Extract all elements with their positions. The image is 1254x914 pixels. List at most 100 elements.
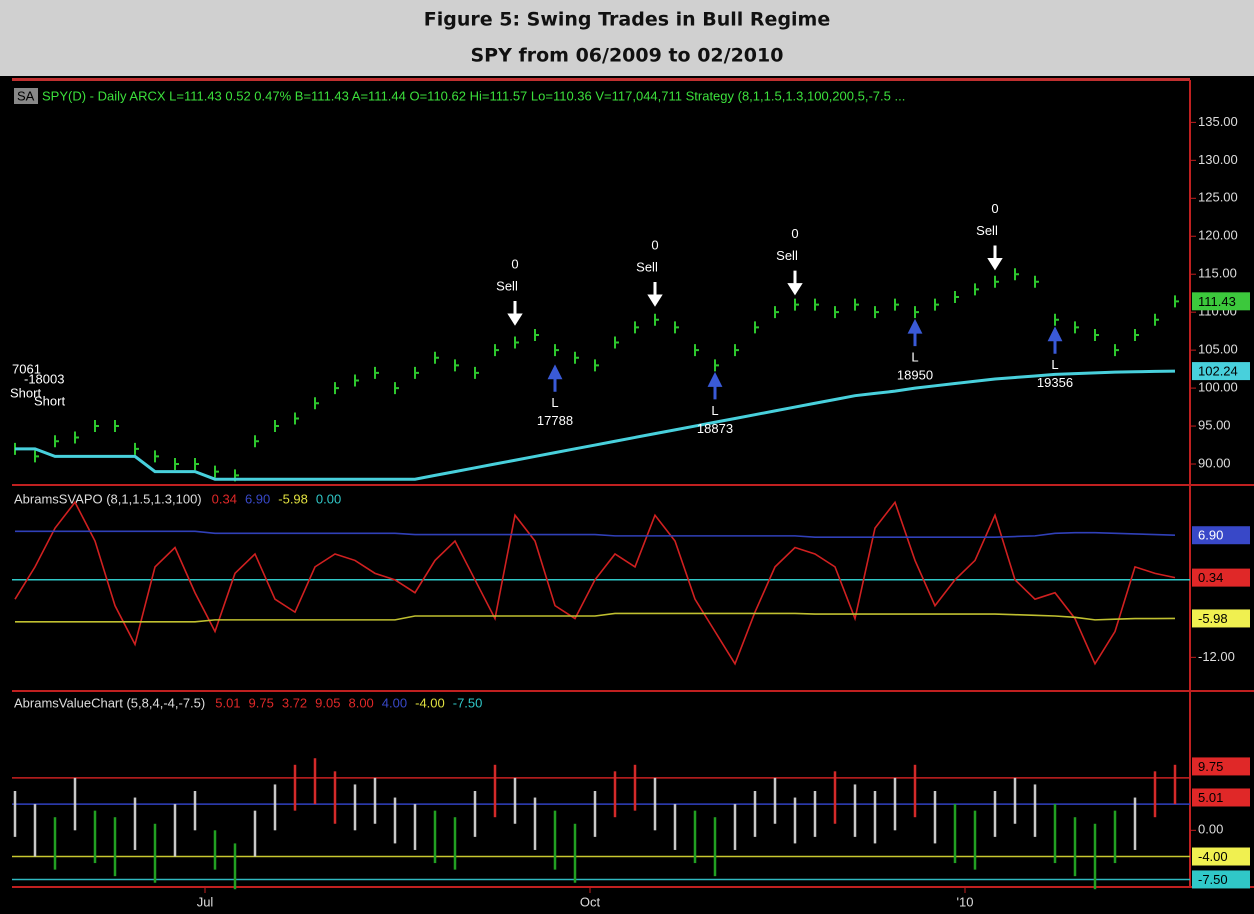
price-bar (1034, 275, 1039, 288)
entry-id: 19356 (1037, 375, 1073, 390)
value-box (1192, 788, 1250, 807)
y-tick-label: -12.00 (1198, 649, 1235, 664)
entry-id: 18873 (697, 421, 733, 436)
legend-value: -7.50 (453, 695, 483, 710)
signal-count: 0 (651, 237, 658, 252)
entry-side: L (911, 350, 918, 365)
price-bar (154, 450, 159, 463)
price-bar (494, 344, 499, 357)
symbol-box (14, 88, 38, 104)
price-bar (1074, 321, 1079, 334)
price-bar (1014, 268, 1019, 281)
price-bar (974, 283, 979, 296)
moving-average-line (15, 369, 1176, 481)
price-bar (834, 306, 839, 319)
price-bar (134, 442, 139, 455)
value-box (1192, 609, 1250, 628)
price-bar (174, 458, 179, 471)
x-tick-label: Oct (580, 894, 601, 909)
price-bar (594, 359, 599, 372)
header-band (0, 0, 1254, 76)
legend-value: 0.00 (316, 491, 341, 506)
entry-side: L (551, 395, 558, 410)
value-box-label: 111.43 (1198, 294, 1236, 309)
y-tick-label: 100.00 (1198, 380, 1238, 395)
price-bar (614, 336, 619, 349)
price-bar (314, 397, 319, 410)
y-tick-label: 120.00 (1198, 228, 1238, 243)
value-box (1192, 870, 1250, 889)
price-bar (734, 344, 739, 357)
entry-id: 17788 (537, 413, 573, 428)
figure-subtitle: SPY from 06/2009 to 02/2010 (471, 45, 784, 67)
sell-arrow (987, 245, 1003, 271)
x-tick-label: '10 (957, 894, 974, 909)
legend-value: -4.00 (415, 695, 445, 710)
price-bar (754, 321, 759, 334)
entry-side: L (1051, 357, 1058, 372)
value-box-label: 5.01 (1198, 790, 1223, 805)
y-tick-label: 0.00 (1198, 822, 1223, 837)
price-bar (374, 366, 379, 379)
value-box (1192, 362, 1250, 381)
signal-action: Sell (776, 248, 798, 263)
long-arrow (547, 364, 563, 392)
y-tick-label: 125.00 (1198, 190, 1238, 205)
y-tick-label: 130.00 (1198, 152, 1238, 167)
legend-value: 4.00 (382, 695, 407, 710)
price-bar (514, 336, 519, 349)
legend-value: 0.34 (212, 491, 237, 506)
long-arrow (907, 318, 923, 347)
legend-value: 9.05 (315, 695, 340, 710)
price-bar (394, 382, 399, 395)
oscillator-line (15, 612, 1176, 623)
price-bar (34, 450, 39, 463)
price-bar (434, 351, 439, 364)
price-bar (114, 420, 119, 433)
value-box (1192, 292, 1250, 311)
price-bar (534, 328, 539, 341)
x-tick-label: Jul (197, 894, 214, 909)
legend-value: 5.01 (215, 695, 240, 710)
oscillator-line (14, 500, 1176, 666)
price-bar (474, 366, 479, 379)
price-bar (74, 431, 79, 444)
value-box (1192, 526, 1250, 545)
price-bar (1134, 328, 1139, 341)
oscillator-line (15, 530, 1176, 538)
price-bar (914, 306, 919, 319)
signal-count: 0 (991, 201, 998, 216)
price-bar (454, 359, 459, 372)
price-bar (334, 382, 339, 395)
value-box-label: -7.50 (1198, 872, 1228, 887)
price-bar (714, 359, 719, 372)
long-arrow (707, 371, 723, 400)
value-box-label: 6.90 (1198, 528, 1223, 543)
y-tick-label: 115.00 (1198, 266, 1237, 281)
price-bar (694, 344, 699, 357)
panel-title: AbramsValueChart (5,8,4,-4,-7.5) (14, 695, 205, 710)
sell-arrow (507, 300, 523, 326)
value-box-label: 0.34 (1198, 570, 1223, 585)
signal-action: Sell (496, 278, 518, 293)
sell-arrow (787, 270, 803, 296)
price-bar (934, 298, 939, 311)
panel-title: SPY(D) - Daily ARCX L=111.43 0.52 0.47% … (42, 88, 905, 103)
trade-annotation: Short (10, 385, 41, 400)
price-bar (654, 313, 659, 326)
y-tick-label: 95.00 (1198, 417, 1231, 432)
entry-side: L (711, 403, 718, 418)
trade-annotation: Short (34, 393, 65, 408)
value-box-label: 9.75 (1198, 759, 1223, 774)
price-bar (634, 321, 639, 334)
value-box-label: 102.24 (1198, 364, 1238, 379)
value-box (1192, 568, 1250, 587)
price-bar (854, 298, 859, 311)
signal-action: Sell (976, 223, 998, 238)
price-bar (1154, 313, 1159, 326)
legend-value: 9.75 (249, 695, 274, 710)
price-bar (414, 366, 419, 379)
trade-annotation: -18003 (24, 371, 64, 386)
price-bar (874, 306, 879, 319)
price-bar (1094, 328, 1099, 341)
